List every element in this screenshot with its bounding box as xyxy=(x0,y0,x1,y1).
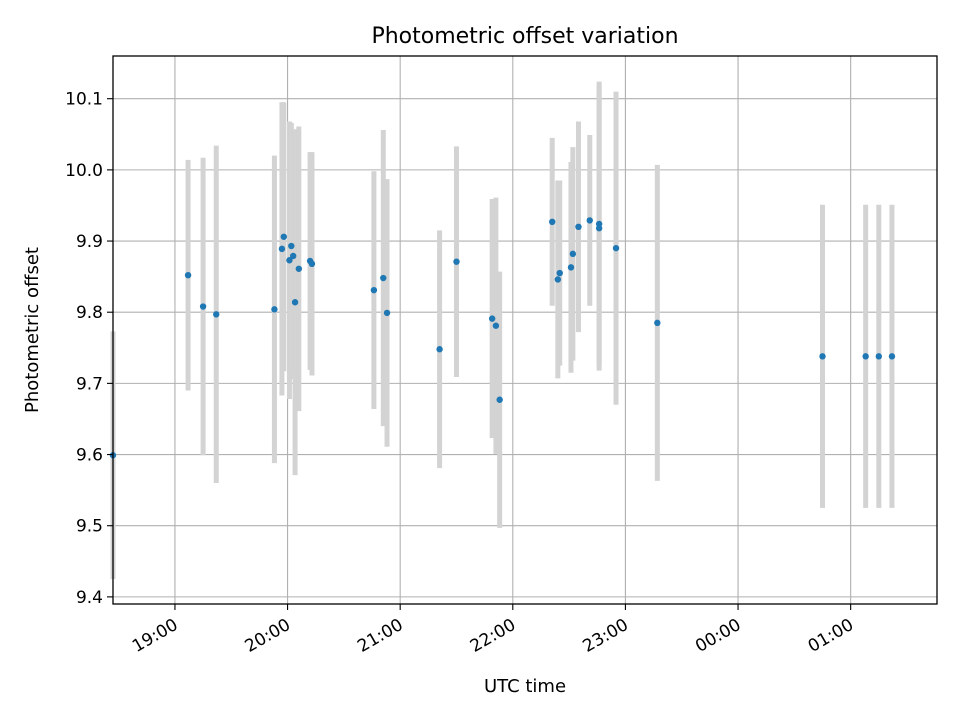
data-point xyxy=(278,245,286,253)
data-point xyxy=(199,303,207,310)
data-point xyxy=(286,257,293,264)
grid xyxy=(113,56,937,604)
data-point xyxy=(819,353,826,360)
error-bars xyxy=(110,81,895,580)
data-point xyxy=(184,272,192,279)
x-axis-label: UTC time xyxy=(484,676,566,697)
y-tick-label: 10.1 xyxy=(65,90,103,110)
data-point xyxy=(612,244,620,252)
y-tick-label: 9.7 xyxy=(76,374,103,394)
y-tick-label: 9.9 xyxy=(76,232,103,252)
x-tick-label: 19:00 xyxy=(129,615,181,657)
data-point xyxy=(288,242,295,250)
data-point xyxy=(875,353,883,360)
data-point xyxy=(492,322,500,329)
x-tick-label: 00:00 xyxy=(692,615,744,657)
plot-frame xyxy=(112,55,938,605)
chart-title: Photometric offset variation xyxy=(371,24,678,49)
x-tick-label: 22:00 xyxy=(467,615,519,657)
y-tick-label: 9.5 xyxy=(76,517,103,537)
data-point xyxy=(575,223,582,231)
y-tick-label: 9.6 xyxy=(76,446,103,466)
data-point xyxy=(595,225,603,232)
data-point xyxy=(289,252,297,260)
data-point xyxy=(488,315,496,322)
data-point xyxy=(370,286,378,294)
data-point xyxy=(862,353,869,360)
x-tick-label: 20:00 xyxy=(242,615,294,657)
data-point xyxy=(271,306,278,313)
data-point xyxy=(280,233,288,240)
data-point xyxy=(383,309,391,317)
data-point xyxy=(888,353,896,360)
data-points xyxy=(109,217,896,459)
data-point xyxy=(556,269,563,277)
y-tick-label: 9.8 xyxy=(76,303,103,323)
data-point xyxy=(569,250,577,258)
y-axis-label: Photometric offset xyxy=(22,247,43,413)
data-point xyxy=(567,264,575,271)
data-point xyxy=(291,299,299,306)
data-point xyxy=(549,218,556,226)
data-point xyxy=(496,396,503,403)
data-point xyxy=(436,346,443,353)
data-point xyxy=(380,274,387,282)
x-axis-ticks: 19:00 20:00 21:00 22:00 23:00 00:00 01:00 xyxy=(129,604,857,657)
data-point xyxy=(554,276,562,283)
data-point xyxy=(308,260,316,268)
data-point xyxy=(586,217,593,224)
x-tick-label: 23:00 xyxy=(579,615,631,657)
data-point xyxy=(295,265,303,272)
y-tick-label: 10.0 xyxy=(65,161,103,181)
x-tick-label: 21:00 xyxy=(354,615,406,657)
x-tick-label: 01:00 xyxy=(805,615,857,657)
y-axis-ticks: 9.4 9.5 9.6 9.7 9.8 9.9 10.0 10.1 xyxy=(65,90,113,608)
data-point xyxy=(213,311,220,318)
data-point xyxy=(453,258,460,265)
data-point xyxy=(654,319,661,327)
y-tick-label: 9.4 xyxy=(76,588,103,608)
